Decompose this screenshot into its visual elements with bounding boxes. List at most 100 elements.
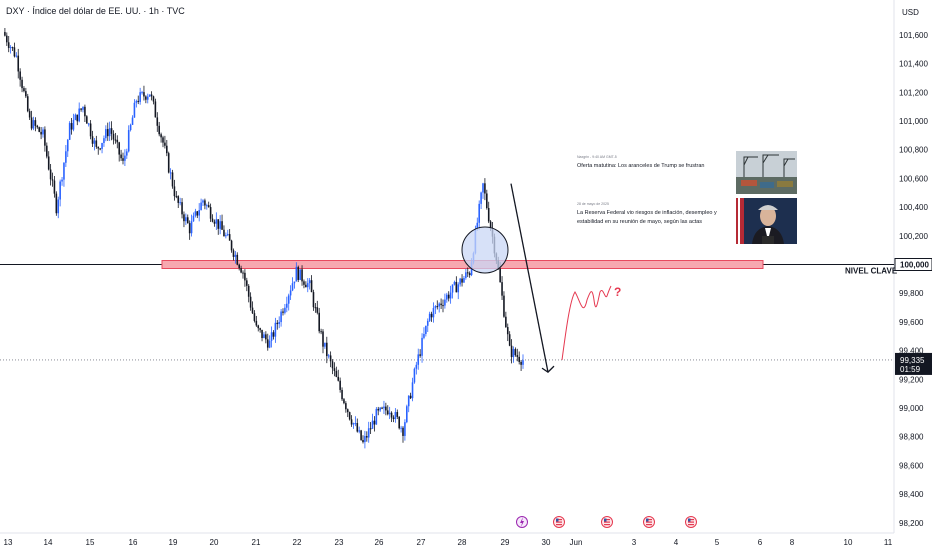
candle-body[interactable]	[343, 399, 345, 404]
candle-body[interactable]	[322, 331, 324, 347]
candle-body[interactable]	[25, 91, 27, 97]
candle-body[interactable]	[183, 214, 185, 222]
candle-body[interactable]	[13, 47, 16, 57]
candle-body[interactable]	[381, 407, 383, 409]
candle-body[interactable]	[339, 380, 341, 390]
candle-body[interactable]	[202, 200, 204, 203]
candle-body[interactable]	[364, 436, 366, 443]
candle-body[interactable]	[4, 32, 6, 36]
candle-body[interactable]	[244, 272, 246, 281]
candle-body[interactable]	[261, 329, 263, 339]
candle-body[interactable]	[19, 71, 21, 80]
candle-body[interactable]	[419, 354, 421, 356]
candle-body[interactable]	[32, 120, 35, 129]
candle-body[interactable]	[66, 139, 69, 152]
candle-body[interactable]	[379, 407, 381, 411]
candle-body[interactable]	[314, 307, 317, 309]
candle-body[interactable]	[196, 211, 199, 216]
candle-body[interactable]	[371, 420, 374, 429]
candle-body[interactable]	[167, 153, 170, 173]
candle-body[interactable]	[428, 313, 431, 321]
candle-body[interactable]	[461, 278, 463, 283]
candle-body[interactable]	[308, 280, 311, 284]
candle-body[interactable]	[126, 151, 128, 156]
candle-body[interactable]	[120, 154, 122, 159]
candle-body[interactable]	[249, 296, 252, 308]
candle-body[interactable]	[175, 196, 178, 198]
candle-body[interactable]	[42, 129, 44, 135]
candle-body[interactable]	[354, 423, 357, 425]
candle-body[interactable]	[86, 116, 88, 124]
candle-body[interactable]	[276, 322, 279, 325]
candle-body[interactable]	[145, 96, 147, 100]
candle-body[interactable]	[446, 294, 448, 300]
candle-body[interactable]	[457, 284, 460, 293]
candle-body[interactable]	[118, 142, 120, 155]
candle-body[interactable]	[93, 140, 96, 144]
candle-body[interactable]	[46, 145, 48, 157]
candle-body[interactable]	[367, 428, 370, 438]
candle-body[interactable]	[181, 202, 183, 215]
candle-body[interactable]	[356, 423, 359, 432]
candle-body[interactable]	[360, 430, 362, 440]
candle-body[interactable]	[346, 409, 349, 413]
candle-body[interactable]	[394, 412, 397, 420]
news-headline-line-1[interactable]: La Reserva Federal vio riesgos de inflac…	[577, 210, 717, 216]
candle-body[interactable]	[299, 269, 301, 280]
candle-body[interactable]	[426, 320, 429, 326]
candle-body[interactable]	[358, 430, 360, 432]
projection-arrow[interactable]	[510, 183, 549, 373]
candle-body[interactable]	[377, 408, 380, 411]
candle-body[interactable]	[486, 193, 488, 209]
candle-body[interactable]	[402, 427, 404, 436]
candle-body[interactable]	[61, 179, 63, 182]
candle-body[interactable]	[135, 100, 138, 103]
candle-body[interactable]	[274, 322, 277, 337]
candle-body[interactable]	[305, 284, 307, 288]
scenario-path[interactable]	[561, 285, 612, 361]
candle-body[interactable]	[407, 395, 410, 407]
candle-body[interactable]	[392, 417, 395, 420]
candle-body[interactable]	[278, 322, 280, 325]
candle-body[interactable]	[390, 412, 393, 418]
candle-body[interactable]	[386, 410, 389, 415]
candle-body[interactable]	[436, 306, 439, 308]
candle-body[interactable]	[465, 272, 467, 278]
fed-chair-thumbnail[interactable]	[736, 198, 797, 244]
candle-body[interactable]	[423, 333, 425, 338]
candle-body[interactable]	[320, 331, 322, 333]
candle-body[interactable]	[303, 281, 305, 285]
candle-body[interactable]	[366, 436, 368, 438]
candle-body[interactable]	[242, 272, 244, 274]
candle-body[interactable]	[341, 389, 343, 400]
candle-body[interactable]	[221, 221, 223, 230]
candle-body[interactable]	[512, 349, 515, 358]
candle-body[interactable]	[484, 183, 486, 194]
candle-body[interactable]	[326, 342, 328, 357]
news-headline-line-2[interactable]: estabilidad en su reunión de mayo, según…	[577, 219, 703, 225]
candle-body[interactable]	[337, 376, 340, 381]
candle-body[interactable]	[440, 303, 442, 306]
candle-body[interactable]	[369, 428, 372, 430]
candle-body[interactable]	[453, 281, 456, 285]
candle-body[interactable]	[518, 356, 520, 362]
candle-body[interactable]	[327, 355, 330, 357]
candle-body[interactable]	[301, 269, 303, 282]
candle-body[interactable]	[179, 202, 181, 204]
candle-body[interactable]	[297, 266, 300, 280]
candle-body[interactable]	[522, 360, 524, 365]
candle-body[interactable]	[362, 439, 364, 443]
candle-body[interactable]	[160, 134, 162, 138]
candle-body[interactable]	[112, 133, 115, 140]
candle-body[interactable]	[68, 123, 71, 140]
candle-body[interactable]	[335, 370, 338, 377]
candle-body[interactable]	[30, 117, 33, 129]
candle-body[interactable]	[451, 284, 454, 293]
candle-body[interactable]	[284, 307, 286, 313]
candle-body[interactable]	[306, 283, 309, 288]
candle-body[interactable]	[396, 412, 399, 417]
candle-body[interactable]	[310, 280, 313, 293]
candle-body[interactable]	[482, 183, 484, 193]
candle-body[interactable]	[400, 427, 402, 429]
candle-body[interactable]	[53, 180, 56, 194]
